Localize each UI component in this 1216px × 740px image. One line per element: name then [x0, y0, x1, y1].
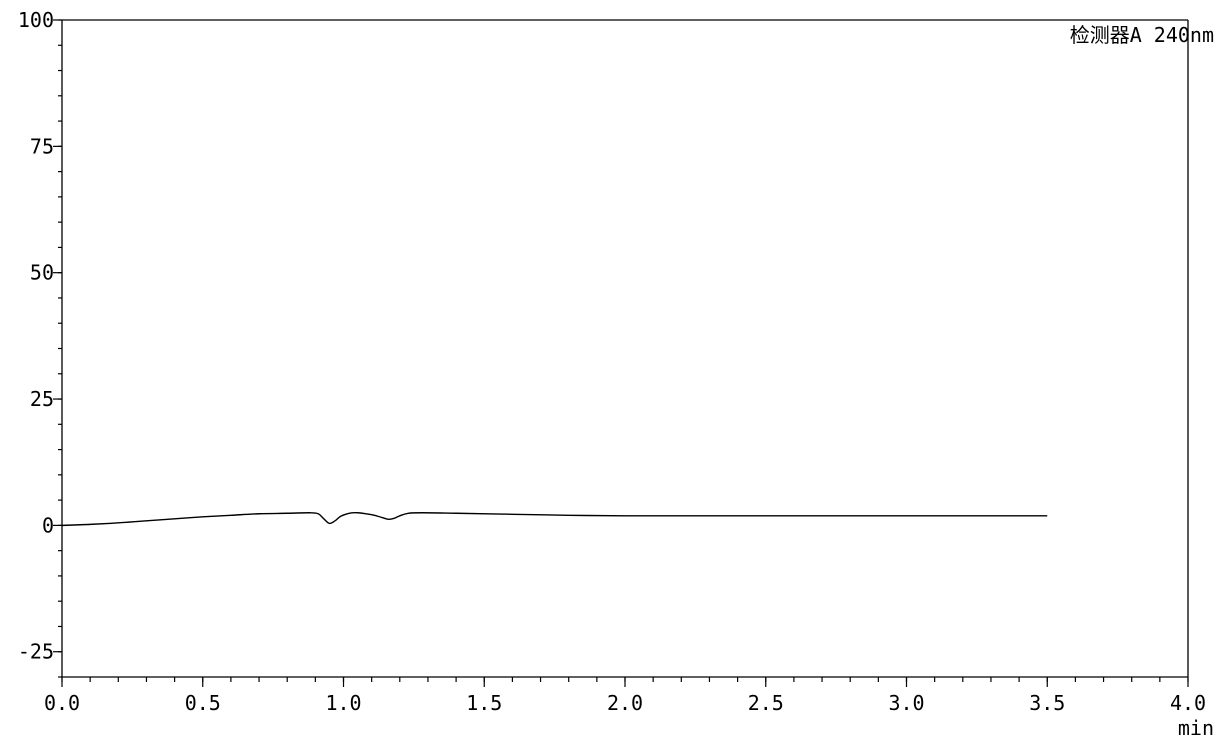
x-tick-label: 1.0 [325, 691, 361, 715]
y-tick-label: 0 [42, 513, 54, 537]
y-tick-label: 50 [30, 261, 54, 285]
y-tick-label: 25 [30, 387, 54, 411]
axes [61, 19, 1189, 678]
x-tick-label: 2.5 [748, 691, 784, 715]
x-tick-label: 0.5 [185, 691, 221, 715]
detector-label: 检测器A 240nm [1070, 23, 1214, 47]
y-tick-label: 75 [30, 134, 54, 158]
series-group [61, 512, 1048, 527]
x-tick-label: 0.0 [44, 691, 80, 715]
x-tick-label: 4.0 [1170, 691, 1206, 715]
series-line [61, 512, 1048, 527]
x-tick-label: 1.5 [466, 691, 502, 715]
y-tick-label: -25 [18, 640, 54, 664]
x-tick-label: 3.0 [888, 691, 924, 715]
x-tick-label: 3.5 [1029, 691, 1065, 715]
y-tick-label: 100 [18, 8, 54, 32]
x-unit-label: min [1178, 716, 1214, 740]
ticks [53, 19, 1189, 687]
x-tick-label: 2.0 [607, 691, 643, 715]
tick-labels: -25 0 25 50 75 100 0.0 0.5 1.0 1.5 2.0 2.5 3.0 3.5 4.0 [18, 8, 1206, 715]
